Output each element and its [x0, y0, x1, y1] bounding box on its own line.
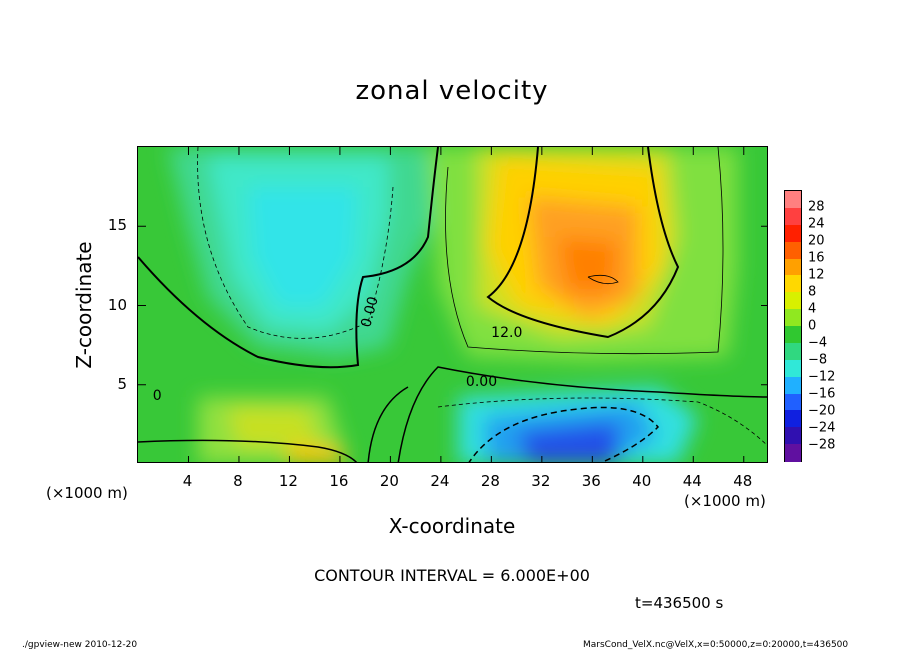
colorbar-tick-label: 24 [808, 216, 825, 232]
x-tick-label: 44 [682, 472, 702, 490]
colorbar-tick-label: −4 [808, 335, 828, 351]
x-tick-label: 40 [632, 472, 652, 490]
colorbar-tick-label: 16 [808, 250, 825, 266]
colorbar-segment [785, 393, 801, 411]
colorbar-tick-label: −16 [808, 386, 836, 402]
y-tick-label: 15 [107, 216, 127, 235]
colorbar-segment [785, 292, 801, 310]
x-tick-label: 16 [329, 472, 349, 490]
x-tick-label: 12 [278, 472, 298, 490]
colorbar-segment [785, 191, 801, 209]
x-unit-label-right: (×1000 m) [684, 492, 766, 510]
colorbar-segment [785, 427, 801, 445]
y-axis-label: Z-coordinate [72, 241, 96, 369]
colorbar-segment [785, 275, 801, 293]
x-unit-label-left: (×1000 m) [46, 484, 128, 502]
x-tick-label: 4 [182, 472, 193, 490]
x-tick-label: 20 [379, 472, 399, 490]
colorbar-segment [785, 359, 801, 378]
x-tick-label: 48 [733, 472, 753, 490]
chart-title: zonal velocity [355, 76, 549, 106]
colorbar-segment [785, 241, 801, 260]
colorbar-tick-label: −20 [808, 403, 836, 419]
colorbar-tick-label: −28 [808, 437, 836, 453]
contour-label: 12.0 [491, 325, 523, 342]
footer-file-info: MarsCond_VelX.nc@VelX,x=0:50000,z=0:2000… [583, 640, 849, 650]
x-tick-label: 36 [581, 472, 601, 490]
contour-interval-text: CONTOUR INTERVAL = 6.000E+00 [314, 566, 590, 585]
y-tick-label: 10 [107, 295, 127, 314]
colorbar-segment [785, 258, 801, 276]
x-tick-label: 24 [430, 472, 450, 490]
colorbar-segment [785, 326, 801, 344]
x-tick-label: 8 [233, 472, 243, 490]
x-tick-label: 28 [480, 472, 500, 490]
colorbar-segment [785, 444, 801, 462]
contour-label: 0 [152, 388, 162, 405]
x-tick-label: 32 [531, 472, 551, 490]
colorbar-segment [785, 309, 801, 327]
colorbar-segment [785, 376, 801, 395]
colorbar-tick-label: −24 [808, 420, 836, 436]
colorbar-tick-label: −12 [808, 369, 836, 385]
colorbar-tick-label: 4 [808, 301, 817, 317]
colorbar-tick-label: −8 [808, 352, 828, 368]
colorbar-tick-label: 0 [808, 318, 817, 334]
colorbar-segment [785, 410, 801, 428]
velocity-field [138, 147, 767, 462]
y-tick-label: 5 [117, 374, 127, 393]
contour-label: 0.00 [465, 374, 498, 391]
colorbar-tick-label: 28 [808, 199, 825, 215]
colorbar-segment [785, 207, 801, 226]
x-axis-label: X-coordinate [388, 514, 516, 538]
footer-program-info: ./gpview-new 2010-12-20 [22, 640, 138, 650]
colorbar-segment [785, 342, 801, 361]
colorbar-tick-label: 8 [808, 284, 817, 300]
time-label: t=436500 s [635, 594, 724, 612]
colorbar-tick-label: 20 [808, 233, 825, 249]
colorbar [784, 190, 802, 462]
colorbar-segment [785, 224, 801, 243]
colorbar-tick-label: 12 [808, 267, 825, 283]
plot-area [137, 146, 768, 463]
